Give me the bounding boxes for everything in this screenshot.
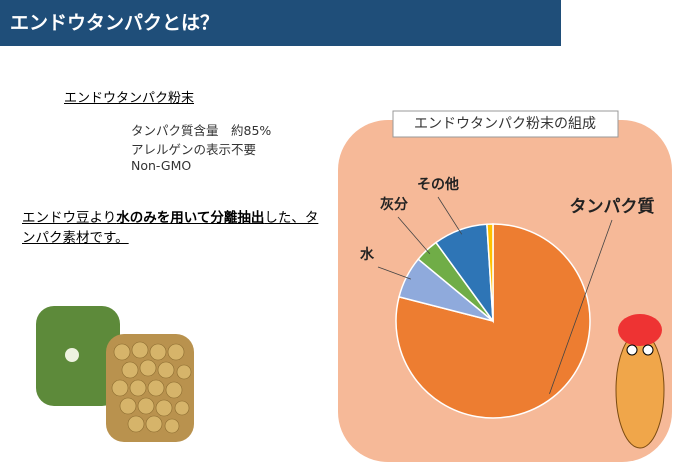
pie-label: その他 (417, 176, 459, 193)
product-title: エンドウタンパク粉末 (64, 91, 195, 106)
pie-label: 灰分 (380, 196, 408, 213)
leader-line (397, 216, 431, 255)
mascot (615, 314, 665, 449)
peas (111, 341, 192, 434)
leader-line (437, 196, 463, 235)
header-title: エンドウタンパクとは？ (0, 0, 561, 46)
flower (65, 348, 79, 362)
desc-text: エンドウ豆より (22, 210, 117, 226)
desc-bold: 水のみを用いて分離抽出 (116, 210, 265, 226)
pie-label: タンパク質 (570, 196, 655, 217)
desc-text: した、タンパク素材です。 (22, 210, 319, 246)
pie-slice (395, 223, 591, 419)
leader-line (549, 219, 613, 394)
chart-title-box (392, 110, 619, 138)
feature: アレルゲンの表示不要 (131, 142, 257, 157)
feature: タンパク質含量 約85% (131, 123, 272, 138)
pie-slice (486, 223, 494, 322)
pie-label: 水 (360, 246, 375, 263)
leader-line (377, 266, 412, 280)
chart-title: エンドウタンパク粉末の組成 (414, 116, 596, 132)
description: エンドウ豆より水のみを用いて分離抽出した、タンパク素材です。 (22, 208, 322, 248)
feature: Non-GMO (131, 158, 192, 173)
